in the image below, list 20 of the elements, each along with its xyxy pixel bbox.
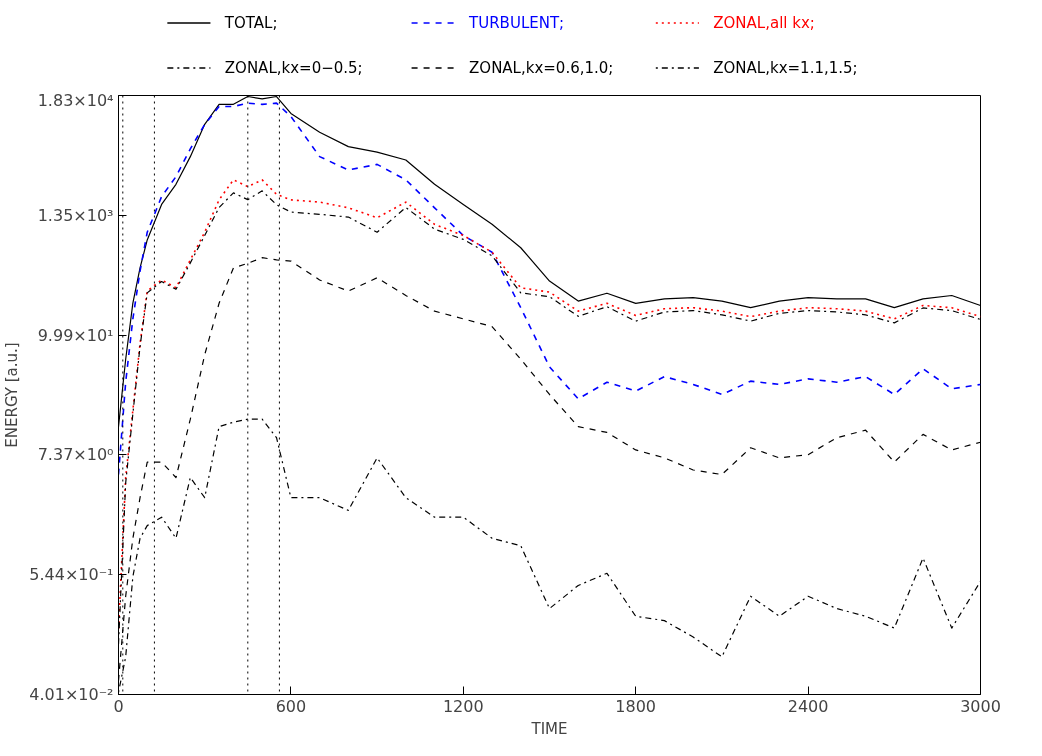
legend-label: TURBULENT; xyxy=(468,14,565,32)
legend-label: ZONAL,kx=1.1,1.5; xyxy=(713,59,858,77)
y-tick-label: 1.35×10³ xyxy=(37,205,114,225)
legend-label: ZONAL,kx=0.6,1.0; xyxy=(469,59,614,77)
x-tick-label: 2400 xyxy=(787,696,829,716)
y-axis-title: ENERGY [a.u.] xyxy=(3,342,22,448)
legend-label: ZONAL,kx=0−0.5; xyxy=(224,59,363,77)
x-tick-label: 1800 xyxy=(615,696,657,716)
y-tick-label: 9.99×10¹ xyxy=(37,325,114,345)
x-tick-label: 1200 xyxy=(442,696,484,716)
y-tick-label: 5.44×10⁻¹ xyxy=(29,565,114,585)
x-tick-label: 3000 xyxy=(960,696,1001,716)
x-tick-label: 0 xyxy=(113,696,124,716)
y-tick-label: 1.83×10⁴ xyxy=(37,90,114,110)
y-tick-label: 4.01×10⁻² xyxy=(29,685,114,704)
x-axis-title: TIME xyxy=(530,719,568,738)
legend-label: ZONAL,all kx; xyxy=(713,14,815,32)
y-tick-label: 7.37×10⁰ xyxy=(37,445,114,465)
legend-label: TOTAL; xyxy=(223,14,278,32)
x-tick-label: 600 xyxy=(275,696,307,716)
